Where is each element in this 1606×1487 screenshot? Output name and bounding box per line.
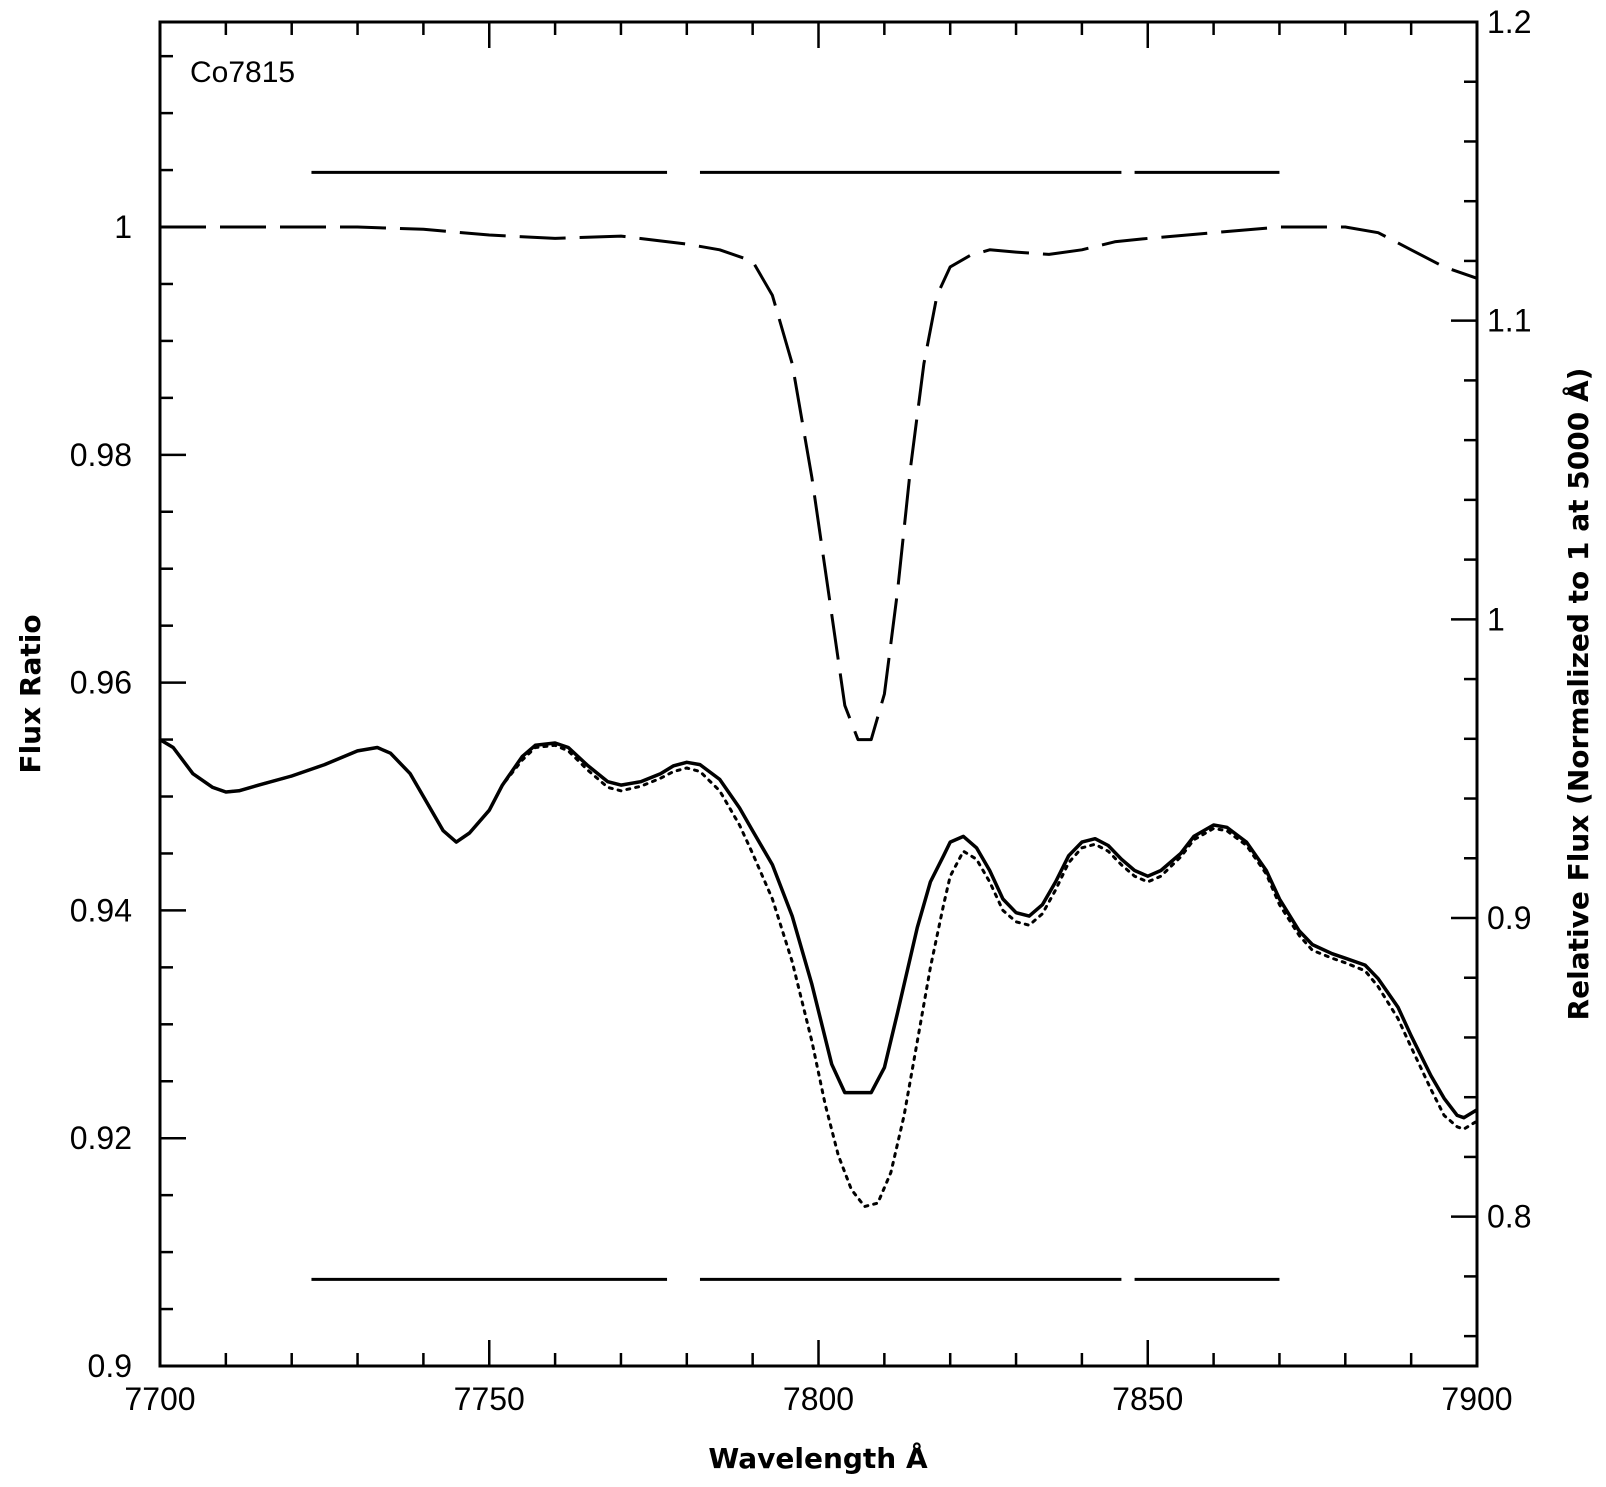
series-layer	[158, 225, 1479, 1208]
y2-tick-label: 1	[1487, 601, 1505, 637]
tick-labels-layer: 7700 7750 7800 7850 7900 0.9 0.92 0.94 0.96 0.98 1…	[70, 4, 1532, 1417]
x-axis-title: Wavelength Å	[708, 1441, 928, 1475]
plot-frame	[158, 20, 1479, 1368]
y-axis-title: Flux Ratio	[14, 614, 47, 773]
y-tick-label: 1	[114, 209, 132, 245]
y2-axis-title: Relative Flux (Normalized to 1 at 5000 Å…	[1561, 368, 1595, 1021]
bands-layer	[311, 170, 1280, 1281]
y2-tick-label: 0.9	[1487, 900, 1531, 936]
y2-tick-label: 1.1	[1487, 303, 1531, 339]
y2-tick-label: 0.8	[1487, 1199, 1531, 1235]
y-tick-label: 0.94	[70, 892, 132, 928]
annotation-label: Co7815	[190, 56, 295, 89]
series-line-dotted	[158, 738, 1479, 1208]
ticks-layer	[158, 20, 1479, 1368]
series-line-solid	[159, 738, 1478, 1120]
x-tick-label: 7900	[1441, 1381, 1512, 1417]
y-tick-label: 0.96	[70, 665, 132, 701]
x-tick-label: 7700	[124, 1381, 195, 1417]
x-tick-label: 7850	[1112, 1381, 1183, 1417]
x-tick-label: 7750	[454, 1381, 525, 1417]
x-tick-label: 7800	[783, 1381, 854, 1417]
y-tick-label: 0.9	[88, 1348, 132, 1384]
series-line-dashed	[160, 225, 1478, 742]
y-tick-label: 0.98	[70, 437, 132, 473]
y2-tick-label: 1.2	[1487, 4, 1531, 40]
y-tick-label: 0.92	[70, 1120, 132, 1156]
